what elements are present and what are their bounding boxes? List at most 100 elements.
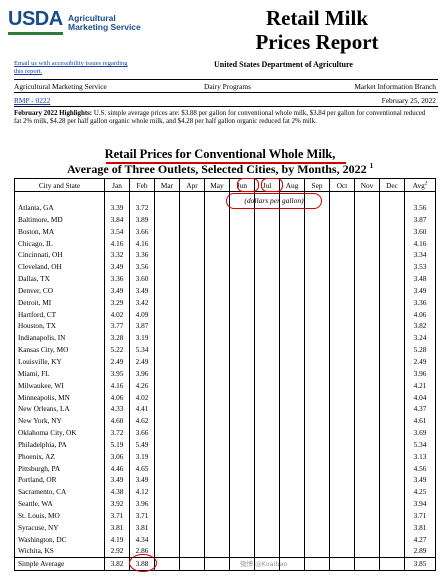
city-cell: St. Louis, MO — [14, 509, 105, 522]
empty-month-cell — [329, 427, 355, 439]
empty-month-cell — [379, 557, 405, 572]
report-title-line1: Retail Milk — [265, 6, 369, 30]
empty-month-cell — [204, 237, 230, 250]
empty-month-cell — [154, 498, 180, 510]
header-month: Dec — [379, 178, 405, 192]
empty-month-cell — [379, 332, 405, 345]
empty-month-cell — [379, 486, 405, 499]
empty-month-cell — [179, 296, 205, 309]
header-month: Oct — [329, 178, 355, 192]
empty-month-cell — [179, 545, 205, 558]
empty-month-cell — [229, 249, 255, 262]
empty-month-cell — [279, 415, 305, 428]
jan-cell: 4.02 — [104, 308, 130, 321]
empty-month-cell — [204, 379, 230, 392]
avg-cell: 3.81 — [404, 521, 436, 534]
empty-month-cell — [254, 498, 280, 510]
avg-cell: 4.61 — [404, 415, 436, 428]
empty-month-cell — [179, 202, 205, 214]
report-title: Retail Milk Prices Report — [222, 6, 412, 54]
empty-month-cell — [354, 202, 380, 214]
feb-cell: 4.34 — [129, 533, 155, 546]
empty-month-cell — [304, 273, 330, 285]
feb-cell: 5.34 — [129, 344, 155, 356]
jan-cell: 3.82 — [104, 557, 130, 572]
avg-cell: 4.37 — [404, 403, 436, 416]
jan-cell: 2.92 — [104, 545, 130, 558]
empty-month-cell — [279, 213, 305, 226]
feb-cell: 3.60 — [129, 273, 155, 285]
empty-month-cell — [304, 450, 330, 463]
empty-month-cell — [229, 486, 255, 499]
empty-month-cell — [329, 486, 355, 499]
empty-month-cell — [329, 367, 355, 380]
table-row: Baltimore, MD 3.84 3.89 3.87 — [14, 213, 436, 226]
empty-month-cell — [379, 438, 405, 451]
empty-month-cell — [354, 403, 380, 416]
empty-month-cell — [279, 261, 305, 274]
empty-month-cell — [304, 379, 330, 392]
empty-month-cell — [279, 320, 305, 333]
watermark: 微博 @Kuaibao — [240, 560, 288, 568]
table-row: Miami, FL 3.95 3.96 3.96 — [14, 367, 436, 380]
feb-cell: 4.65 — [129, 462, 155, 475]
empty-month-cell — [379, 284, 405, 297]
empty-month-cell — [304, 355, 330, 368]
avg-cell: 3.34 — [404, 249, 436, 262]
avg-cell: 2.89 — [404, 545, 436, 558]
table-title-line2: Average of Three Outlets, Selected Citie… — [10, 162, 430, 177]
empty-month-cell — [379, 367, 405, 380]
empty-month-cell — [379, 237, 405, 250]
empty-month-cell — [229, 225, 255, 238]
empty-month-cell — [379, 320, 405, 333]
table-row: Oklahoma City, OK 3.72 3.66 3.69 — [14, 427, 436, 439]
jan-cell: 3.49 — [104, 261, 130, 274]
empty-month-cell — [304, 344, 330, 356]
empty-month-cell — [154, 557, 180, 572]
avg-cell: 3.36 — [404, 296, 436, 309]
empty-month-cell — [179, 403, 205, 416]
empty-month-cell — [329, 284, 355, 297]
empty-month-cell — [329, 545, 355, 558]
table-row: New York, NY 4.60 4.62 4.61 — [14, 415, 436, 428]
empty-month-cell — [279, 355, 305, 368]
empty-month-cell — [304, 509, 330, 522]
avg-cell: 3.69 — [404, 427, 436, 439]
jan-cell: 4.16 — [104, 379, 130, 392]
empty-month-cell — [179, 533, 205, 546]
empty-month-cell — [179, 273, 205, 285]
empty-month-cell — [179, 509, 205, 522]
city-cell: Cincinnati, OH — [14, 249, 105, 262]
city-cell: Indianapolis, IN — [14, 332, 105, 345]
report-code-link[interactable]: RMP - 0222 — [14, 96, 51, 105]
logo-subtitle: Agricultural Marketing Service — [68, 13, 141, 32]
empty-month-cell — [329, 237, 355, 250]
empty-month-cell — [304, 391, 330, 404]
accessibility-link[interactable]: Email us with accessibility issues regar… — [14, 60, 128, 75]
empty-month-cell — [154, 202, 180, 214]
empty-month-cell — [354, 237, 380, 250]
city-cell: Pittsburgh, PA — [14, 462, 105, 475]
city-cell: Louisville, KY — [14, 355, 105, 368]
empty-month-cell — [229, 450, 255, 463]
empty-month-cell — [279, 225, 305, 238]
empty-month-cell — [154, 225, 180, 238]
empty-month-cell — [179, 450, 205, 463]
table-row: Milwaukee, WI 4.16 4.26 4.21 — [14, 379, 436, 392]
avg-cell: 4.04 — [404, 391, 436, 404]
empty-month-cell — [304, 213, 330, 226]
empty-month-cell — [304, 545, 330, 558]
empty-month-cell — [179, 438, 205, 451]
empty-month-cell — [154, 486, 180, 499]
table-row: Dallas, TX 3.36 3.60 3.48 — [14, 273, 436, 285]
empty-month-cell — [279, 509, 305, 522]
empty-month-cell — [304, 427, 330, 439]
table-row: Phoenix, AZ 3.06 3.19 3.13 — [14, 450, 436, 463]
department-name: United States Department of Agriculture — [214, 60, 353, 69]
jan-cell: 3.49 — [104, 284, 130, 297]
table-row: Washington, DC 4.19 4.34 4.27 — [14, 533, 436, 546]
table-row: Cincinnati, OH 3.32 3.36 3.34 — [14, 249, 436, 262]
jan-cell: 4.06 — [104, 391, 130, 404]
empty-month-cell — [379, 415, 405, 428]
empty-month-cell — [204, 427, 230, 439]
